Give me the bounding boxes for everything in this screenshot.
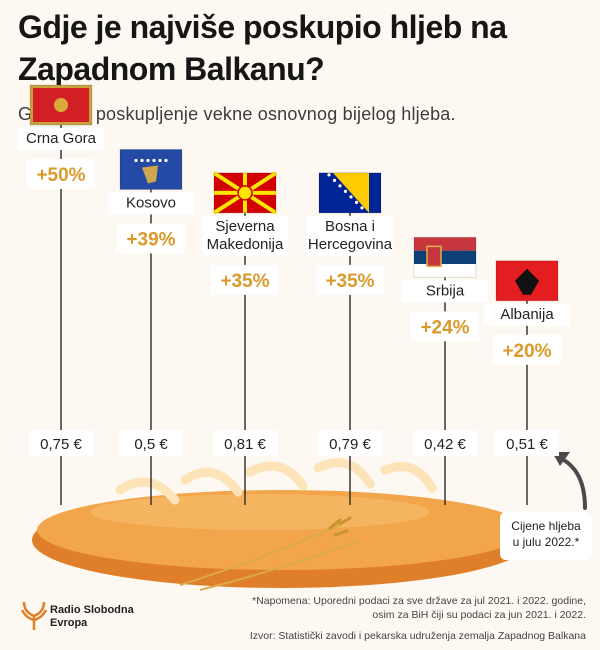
country-label: Makedonija bbox=[207, 236, 284, 253]
source-note: Izvor: Statistički zavodi i pekarska udr… bbox=[249, 630, 586, 642]
country-label: Kosovo bbox=[126, 194, 176, 211]
country-label-box bbox=[108, 192, 194, 215]
value-label-box bbox=[316, 264, 384, 295]
bread-loaf-icon bbox=[32, 458, 532, 591]
logo: Radio Slobodna Evropa bbox=[20, 600, 150, 640]
country-label: Hercegovina bbox=[308, 236, 393, 253]
price-note-line1: Cijene hljeba bbox=[511, 519, 581, 533]
country-label-box bbox=[18, 128, 104, 150]
curved-arrow-icon bbox=[558, 456, 587, 510]
flag-north-macedonia-icon bbox=[212, 171, 278, 215]
country-label-box bbox=[307, 215, 393, 256]
price-label-box bbox=[213, 430, 277, 456]
logo-line2: Evropa bbox=[50, 617, 88, 629]
country-label: Srbija bbox=[426, 282, 465, 299]
value-label: +35% bbox=[325, 271, 374, 292]
price-label-box bbox=[29, 430, 93, 456]
value-label: +20% bbox=[502, 341, 551, 362]
flag-serbia-icon bbox=[413, 236, 477, 278]
price-label-box bbox=[495, 430, 559, 456]
flag-montenegro-icon bbox=[29, 84, 93, 126]
flag-albania-icon bbox=[495, 260, 559, 302]
chart-subtitle: Godišnje poskupljenje vekne osnovnog bij… bbox=[18, 104, 456, 124]
country-label-box bbox=[484, 303, 570, 326]
price-note-line2: u julu 2022.* bbox=[512, 535, 580, 549]
column-5: Srbija +24% 0,42 € bbox=[402, 236, 488, 505]
country-label: Sjeverna bbox=[215, 218, 275, 235]
value-label-box bbox=[411, 311, 479, 342]
country-label-box bbox=[202, 215, 288, 256]
country-label: Crna Gora bbox=[26, 130, 97, 147]
value-label-box bbox=[211, 264, 279, 295]
footnote: *Napomena: Uporedni podaci za sve države… bbox=[186, 594, 586, 622]
value-label-box bbox=[493, 334, 561, 365]
price-label-box bbox=[318, 430, 382, 456]
value-label: +39% bbox=[126, 229, 175, 250]
value-label: +50% bbox=[36, 165, 85, 186]
footnote-line1: *Napomena: Uporedni podaci za sve države… bbox=[252, 595, 586, 607]
price-label: 0,42 € bbox=[424, 436, 466, 453]
column-6: Albanija +20% 0,51 € bbox=[484, 260, 570, 505]
value-label-box bbox=[117, 223, 185, 254]
value-label: +24% bbox=[420, 317, 469, 338]
country-label-box bbox=[402, 280, 488, 303]
column-2: Kosovo +39% 0,5 € bbox=[108, 148, 194, 505]
footnote-line2: osim za BiH čiji su podaci za jun 2021. … bbox=[372, 609, 586, 621]
flag-bosnia-herzegovina-icon bbox=[318, 172, 382, 214]
country-label: Bosna i bbox=[325, 218, 375, 235]
price-label: 0,75 € bbox=[40, 436, 82, 453]
price-label: 0,81 € bbox=[224, 436, 266, 453]
logo-line1: Radio Slobodna bbox=[50, 604, 134, 616]
logo-text: Radio Slobodna Evropa bbox=[50, 604, 134, 630]
price-label-box bbox=[413, 430, 477, 456]
price-label: 0,51 € bbox=[506, 436, 548, 453]
flag-kosovo-icon bbox=[119, 148, 183, 190]
column-1: Crna Gora +50% 0,75 € bbox=[18, 84, 104, 505]
value-label: +35% bbox=[220, 271, 269, 292]
country-label: Albanija bbox=[500, 306, 554, 323]
chart-title: Gdje je najviše poskupio hljeb na Zapadn… bbox=[18, 9, 507, 87]
value-label-box bbox=[27, 159, 95, 189]
price-label-box bbox=[119, 430, 183, 456]
price-label: 0,5 € bbox=[134, 436, 168, 453]
price-label: 0,79 € bbox=[329, 436, 371, 453]
price-note: Cijene hljeba u julu 2022.* bbox=[500, 512, 592, 560]
radio-logo-icon bbox=[20, 601, 48, 630]
